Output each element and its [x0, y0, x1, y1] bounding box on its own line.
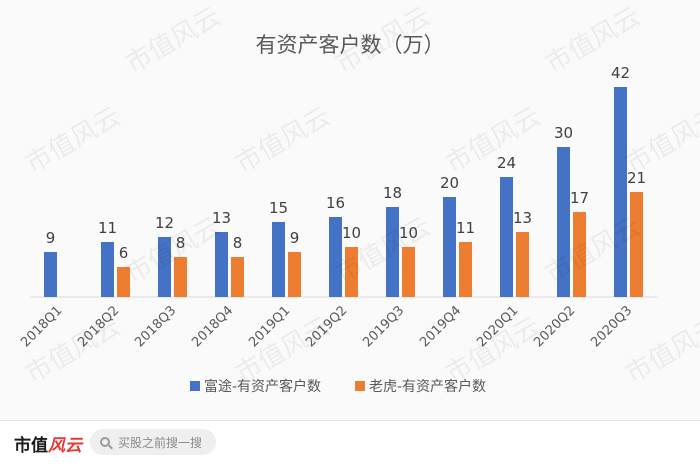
- data-label-futu-2020Q1: 24: [497, 154, 516, 172]
- data-label-futu-2020Q3: 42: [611, 64, 630, 82]
- bar-futu-2018Q1: [44, 252, 57, 297]
- bar-tiger-2018Q4: [231, 257, 244, 297]
- bar-futu-2018Q3: [158, 237, 171, 297]
- data-label-futu-2018Q2: 11: [98, 219, 117, 237]
- data-label-tiger-2019Q4: 11: [456, 219, 475, 237]
- chart-title: 有资产客户数（万）: [256, 33, 445, 57]
- data-label-futu-2019Q1: 15: [269, 199, 288, 217]
- data-label-tiger-2019Q1: 9: [290, 229, 300, 247]
- bar-tiger-2018Q2: [117, 267, 130, 297]
- data-label-tiger-2020Q3: 21: [627, 169, 646, 187]
- data-label-futu-2020Q2: 30: [554, 124, 573, 142]
- data-label-futu-2019Q2: 16: [326, 194, 345, 212]
- x-tick-label-2019Q1: 2019Q1: [246, 303, 293, 350]
- x-tick-label-2018Q4: 2018Q4: [189, 303, 236, 350]
- bar-tiger-2020Q3: [630, 192, 643, 297]
- bar-tiger-2019Q1: [288, 252, 301, 297]
- bar-futu-2020Q1: [500, 177, 513, 297]
- data-label-tiger-2020Q2: 17: [570, 189, 589, 207]
- data-label-futu-2018Q3: 12: [155, 214, 174, 232]
- data-label-tiger-2018Q2: 6: [119, 244, 129, 262]
- bar-futu-2020Q3: [614, 87, 627, 297]
- data-label-futu-2018Q1: 9: [46, 229, 56, 247]
- data-label-futu-2019Q3: 18: [383, 184, 402, 202]
- footer-bar: 市值风云 买股之前搜一搜: [0, 421, 700, 466]
- bar-tiger-2019Q4: [459, 242, 472, 297]
- legend-swatch-tiger: [355, 381, 365, 391]
- data-label-futu-2019Q4: 20: [440, 174, 459, 192]
- bar-futu-2019Q4: [443, 197, 456, 297]
- data-label-futu-2018Q4: 13: [212, 209, 231, 227]
- legend-label-futu: 富途-有资产客户数: [204, 378, 321, 395]
- x-tick-label-2020Q1: 2020Q1: [474, 303, 521, 350]
- brand-accent: 风云: [48, 436, 82, 456]
- bar-tiger-2019Q2: [345, 247, 358, 297]
- data-label-tiger-2019Q2: 10: [342, 224, 361, 242]
- bar-tiger-2020Q1: [516, 232, 529, 297]
- legend-label-tiger: 老虎-有资产客户数: [369, 378, 486, 395]
- bar-futu-2019Q2: [329, 217, 342, 297]
- search-icon: [100, 437, 110, 447]
- bar-futu-2020Q2: [557, 147, 570, 297]
- search-bar[interactable]: 买股之前搜一搜: [90, 429, 216, 455]
- brand-logo[interactable]: 市值风云: [14, 431, 82, 456]
- search-placeholder: 买股之前搜一搜: [118, 435, 203, 450]
- data-label-tiger-2020Q1: 13: [513, 209, 532, 227]
- bar-tiger-2019Q3: [402, 247, 415, 297]
- x-tick-label-2019Q2: 2019Q2: [303, 303, 350, 350]
- bar-tiger-2018Q3: [174, 257, 187, 297]
- data-label-tiger-2018Q3: 8: [176, 234, 186, 252]
- x-tick-label-2018Q1: 2018Q1: [18, 303, 65, 350]
- x-tick-label-2019Q4: 2019Q4: [417, 303, 464, 350]
- bar-futu-2018Q2: [101, 242, 114, 297]
- x-tick-label-2018Q2: 2018Q2: [75, 303, 122, 350]
- data-label-tiger-2018Q4: 8: [233, 234, 243, 252]
- chart-panel: 有资产客户数（万） 9 2018Q1 11 6 2018Q2 12 8 2018Q3 13 8 201…: [0, 0, 700, 421]
- brand-main: 市值: [14, 436, 48, 456]
- bar-futu-2019Q1: [272, 222, 285, 297]
- data-label-tiger-2019Q3: 10: [399, 224, 418, 242]
- bar-tiger-2020Q2: [573, 212, 586, 297]
- x-tick-label-2018Q3: 2018Q3: [132, 303, 179, 350]
- x-tick-label-2019Q3: 2019Q3: [360, 303, 407, 350]
- bar-futu-2019Q3: [386, 207, 399, 297]
- bar-chart: 有资产客户数（万）92018Q11162018Q21282018Q3138201…: [18, 33, 657, 395]
- x-tick-label-2020Q2: 2020Q2: [531, 303, 578, 350]
- legend-swatch-futu: [190, 381, 200, 391]
- bar-futu-2018Q4: [215, 232, 228, 297]
- x-tick-label-2020Q3: 2020Q3: [588, 303, 635, 350]
